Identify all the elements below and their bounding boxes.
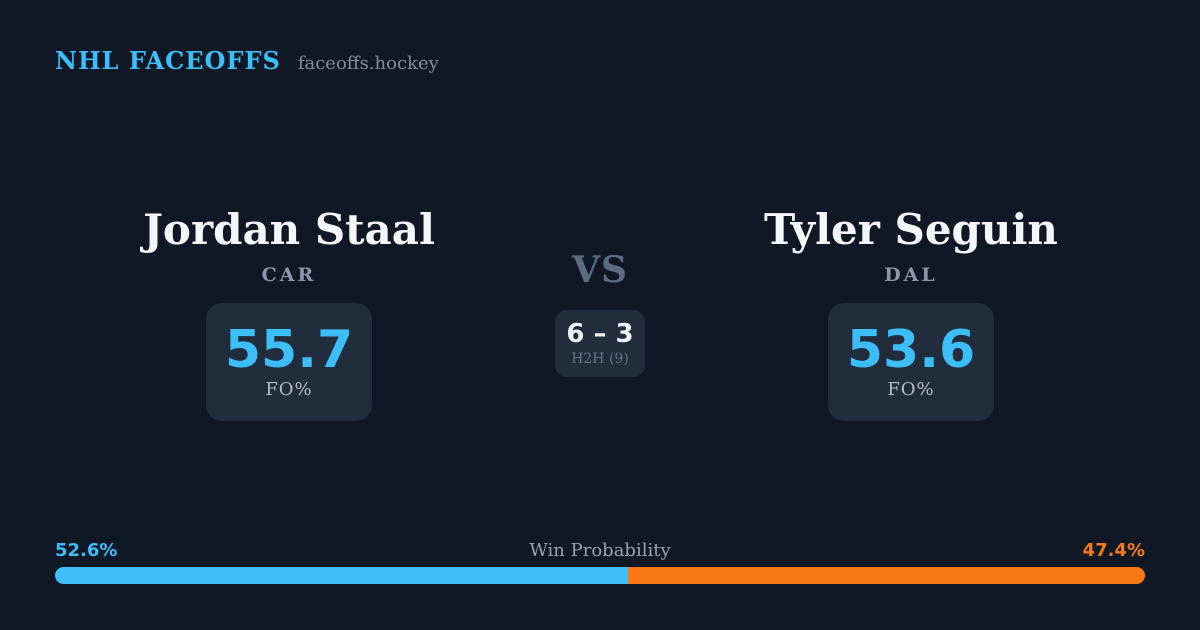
vs-column: VS 6 – 3 H2H (9) [540,252,660,377]
brand-domain: faceoffs.hockey [297,53,439,74]
player-right-name: Tyler Seguin [764,205,1058,254]
player-left-column: Jordan Staal CAR 55.7 FO% [94,205,484,422]
player-left-name: Jordan Staal [143,205,435,254]
player-left-stat-label: FO% [265,379,313,401]
win-bar-right [628,567,1145,584]
player-right-stat-value: 53.6 [846,320,976,381]
player-right-team: DAL [884,264,938,287]
win-probability-labels: 52.6% Win Probability 47.4% [55,540,1145,561]
player-left-stat-card: 55.7 FO% [206,303,372,422]
player-left-stat-value: 55.7 [224,320,354,381]
player-right-column: Tyler Seguin DAL 53.6 FO% [716,205,1106,422]
h2h-score: 6 – 3 [566,319,634,350]
win-prob-title: Win Probability [529,540,671,561]
h2h-card: 6 – 3 H2H (9) [555,310,645,377]
brand-title: NHL FACEOFFS [55,46,281,75]
win-prob-right-pct: 47.4% [1082,540,1145,561]
header: NHL FACEOFFS faceoffs.hockey [55,46,439,75]
player-right-stat-card: 53.6 FO% [828,303,994,422]
win-probability-bar [55,567,1145,584]
player-right-stat-label: FO% [887,379,935,401]
vs-label: VS [572,249,628,291]
win-prob-left-pct: 52.6% [55,540,118,561]
h2h-label: H2H (9) [571,350,629,367]
player-left-team: CAR [261,264,317,287]
win-bar-left [55,567,629,584]
